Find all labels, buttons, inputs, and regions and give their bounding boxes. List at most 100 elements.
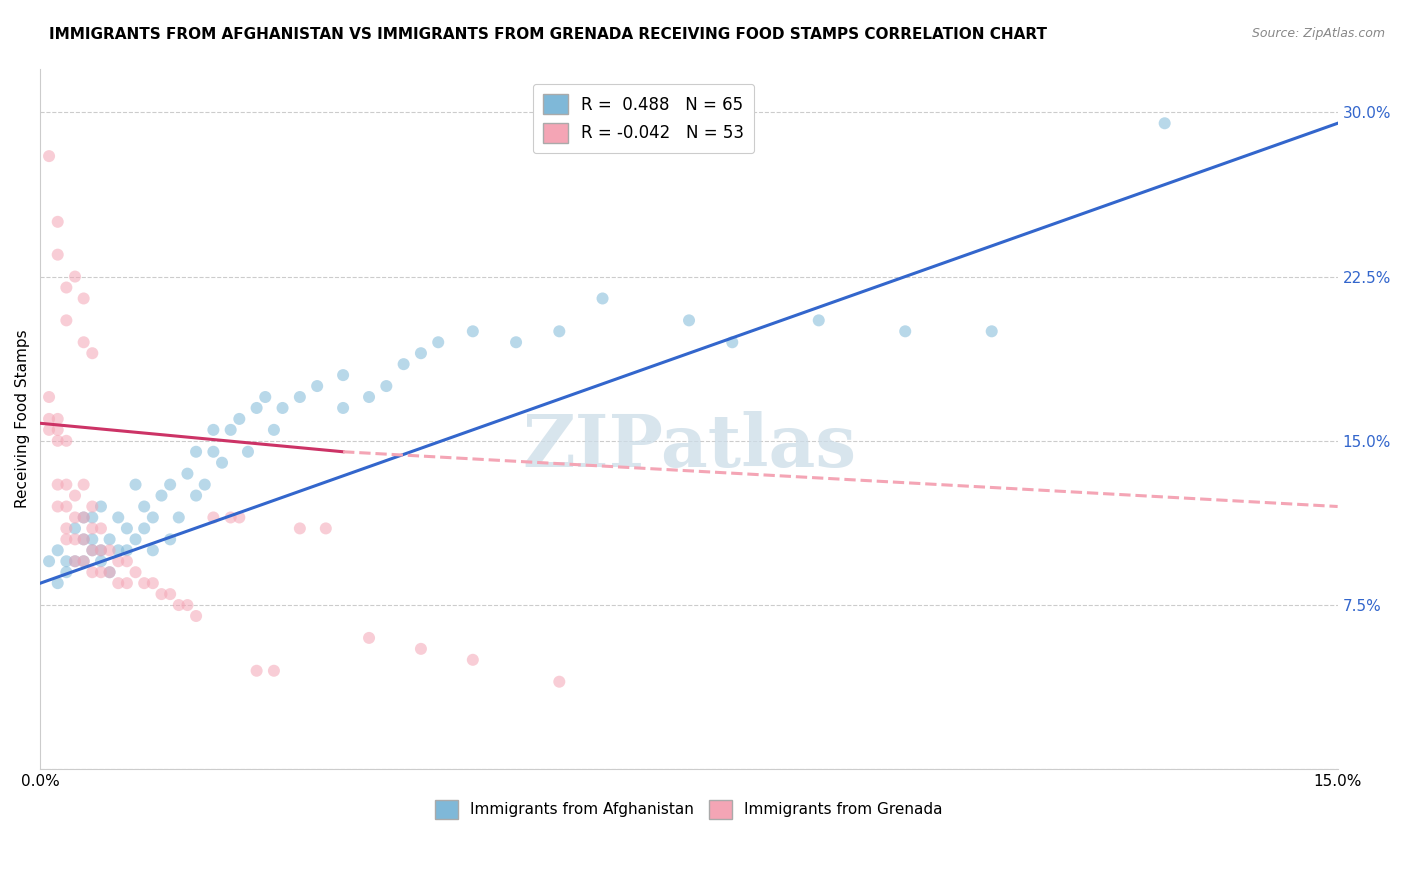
Point [38, 390, 60, 404]
Point [82, 500, 104, 514]
Point [461, 653, 484, 667]
Point [980, 324, 1002, 338]
Point [184, 444, 207, 458]
Point [150, 587, 173, 601]
Point [134, 500, 156, 514]
Point [184, 489, 207, 503]
Point [254, 390, 277, 404]
Point [236, 444, 259, 458]
Point [90, 521, 112, 535]
Point [159, 587, 181, 601]
Point [548, 674, 571, 689]
Point [90, 500, 112, 514]
Point [219, 423, 242, 437]
Point [142, 510, 165, 524]
Point [90, 554, 112, 568]
Point [73, 510, 96, 524]
Point [894, 324, 917, 338]
Point [1153, 116, 1175, 130]
Point [46, 423, 69, 437]
Point [82, 565, 104, 579]
Point [90, 543, 112, 558]
Point [548, 324, 571, 338]
Point [73, 335, 96, 350]
Point [124, 533, 146, 547]
Point [82, 543, 104, 558]
Point [63, 489, 86, 503]
Point [134, 576, 156, 591]
Point [219, 510, 242, 524]
Point [55, 477, 77, 491]
Point [332, 368, 354, 383]
Point [38, 149, 60, 163]
Point [176, 467, 198, 481]
Point [90, 543, 112, 558]
Point [167, 598, 190, 612]
Point [73, 477, 96, 491]
Point [73, 554, 96, 568]
Point [678, 313, 700, 327]
Point [98, 565, 121, 579]
Point [307, 379, 329, 393]
Point [202, 444, 225, 458]
Point [73, 510, 96, 524]
Point [55, 565, 77, 579]
Point [409, 641, 432, 656]
Point [263, 664, 285, 678]
Point [63, 554, 86, 568]
Point [107, 510, 129, 524]
Point [263, 423, 285, 437]
Point [202, 423, 225, 437]
Text: ZIPatlas: ZIPatlas [522, 411, 856, 483]
Point [228, 510, 250, 524]
Point [115, 543, 138, 558]
Point [46, 215, 69, 229]
Point [38, 423, 60, 437]
Point [82, 510, 104, 524]
Point [505, 335, 527, 350]
Point [150, 489, 173, 503]
Text: Source: ZipAtlas.com: Source: ZipAtlas.com [1251, 27, 1385, 40]
Point [55, 521, 77, 535]
Point [427, 335, 450, 350]
Point [159, 533, 181, 547]
Point [357, 631, 380, 645]
Point [46, 543, 69, 558]
Point [124, 477, 146, 491]
Point [82, 346, 104, 360]
Point [46, 477, 69, 491]
Point [82, 533, 104, 547]
Point [194, 477, 217, 491]
Point [375, 379, 398, 393]
Point [98, 565, 121, 579]
Point [46, 247, 69, 261]
Point [202, 510, 225, 524]
Legend: Immigrants from Afghanistan, Immigrants from Grenada: Immigrants from Afghanistan, Immigrants … [429, 794, 949, 825]
Point [288, 521, 311, 535]
Point [167, 510, 190, 524]
Point [211, 456, 233, 470]
Point [73, 554, 96, 568]
Point [55, 554, 77, 568]
Point [98, 543, 121, 558]
Point [55, 533, 77, 547]
Point [159, 477, 181, 491]
Point [63, 521, 86, 535]
Point [63, 554, 86, 568]
Point [592, 292, 614, 306]
Point [55, 280, 77, 294]
Point [176, 598, 198, 612]
Point [246, 401, 269, 415]
Point [107, 576, 129, 591]
Point [73, 292, 96, 306]
Point [807, 313, 830, 327]
Point [55, 434, 77, 448]
Point [228, 412, 250, 426]
Point [63, 510, 86, 524]
Point [115, 521, 138, 535]
Point [332, 401, 354, 415]
Point [63, 533, 86, 547]
Y-axis label: Receiving Food Stamps: Receiving Food Stamps [15, 330, 30, 508]
Point [134, 521, 156, 535]
Point [46, 500, 69, 514]
